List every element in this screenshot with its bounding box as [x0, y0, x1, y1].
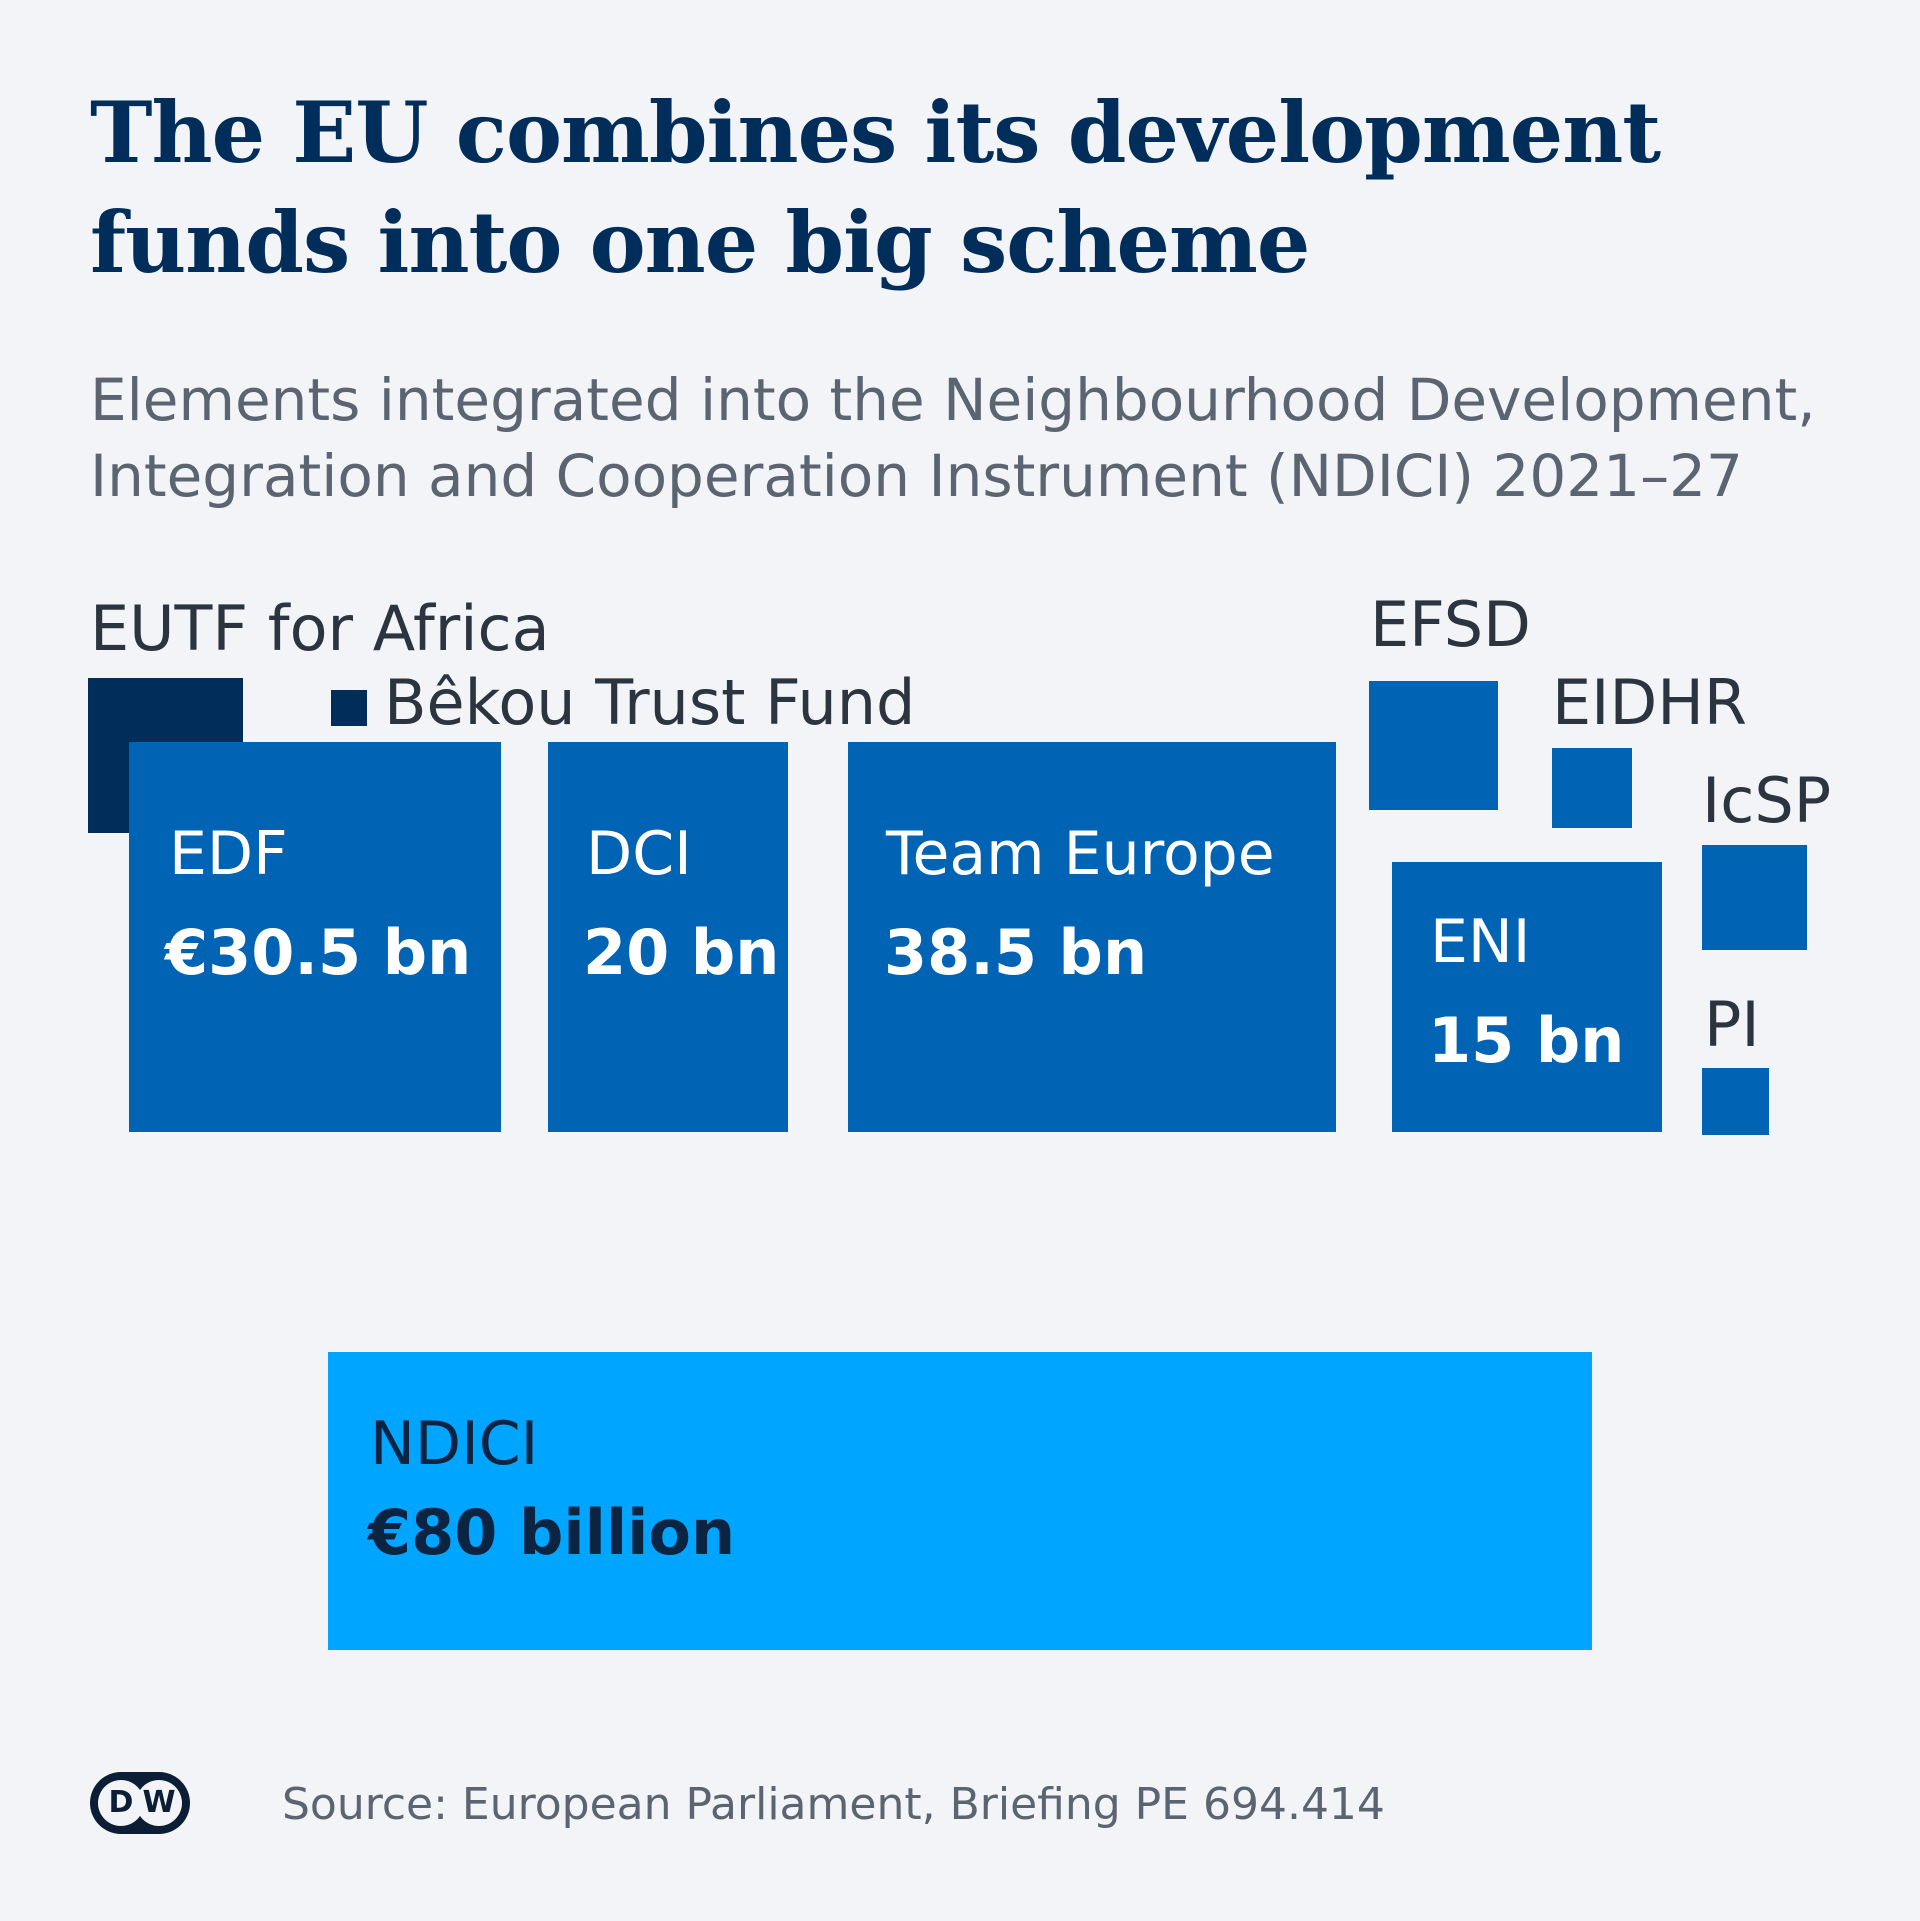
eni-square: ENI 15 bn [1392, 862, 1662, 1132]
chart-subtitle: Elements integrated into the Neighbourho… [90, 362, 1890, 514]
bekou-label: Bêkou Trust Fund [384, 666, 916, 739]
dw-logo: D W [90, 1772, 190, 1834]
pi-square [1702, 1068, 1769, 1135]
eni-label: ENI [1430, 907, 1531, 977]
pi-label: PI [1704, 988, 1760, 1061]
icsp-square [1702, 845, 1807, 950]
dci-label: DCI [586, 819, 692, 889]
dci-square: DCI 20 bn [548, 742, 788, 1132]
edf-square: EDF €30.5 bn [129, 742, 501, 1132]
efsd-square [1369, 681, 1498, 810]
team-europe-value: 38.5 bn [884, 916, 1148, 989]
efsd-label: EFSD [1370, 588, 1531, 661]
source-note: Source: European Parliament, Briefing PE… [282, 1779, 1385, 1830]
ndici-label: NDICI [370, 1409, 539, 1479]
eidhr-label: EIDHR [1552, 666, 1747, 739]
dci-value: 20 bn [583, 916, 780, 989]
icsp-label: IcSP [1702, 764, 1832, 837]
title-line-2: funds into one big scheme [90, 193, 1310, 292]
eidhr-square [1552, 748, 1632, 828]
subtitle-line-1: Elements integrated into the Neighbourho… [90, 366, 1816, 434]
eutf-label: EUTF for Africa [90, 592, 550, 665]
edf-value: €30.5 bn [165, 916, 472, 989]
subtitle-line-2: Integration and Cooperation Instrument (… [90, 442, 1743, 510]
edf-label: EDF [169, 819, 288, 889]
eni-value: 15 bn [1428, 1004, 1625, 1077]
team-europe-square: Team Europe 38.5 bn [848, 742, 1336, 1132]
chart-title: The EU combines its development funds in… [90, 78, 1850, 298]
ndici-rectangle: NDICI €80 billion [328, 1352, 1592, 1650]
dw-logo-letter-w: W [136, 1780, 182, 1826]
team-europe-label: Team Europe [886, 819, 1275, 889]
bekou-square [331, 690, 367, 726]
ndici-value: €80 billion [368, 1496, 736, 1569]
title-line-1: The EU combines its development [90, 83, 1661, 182]
